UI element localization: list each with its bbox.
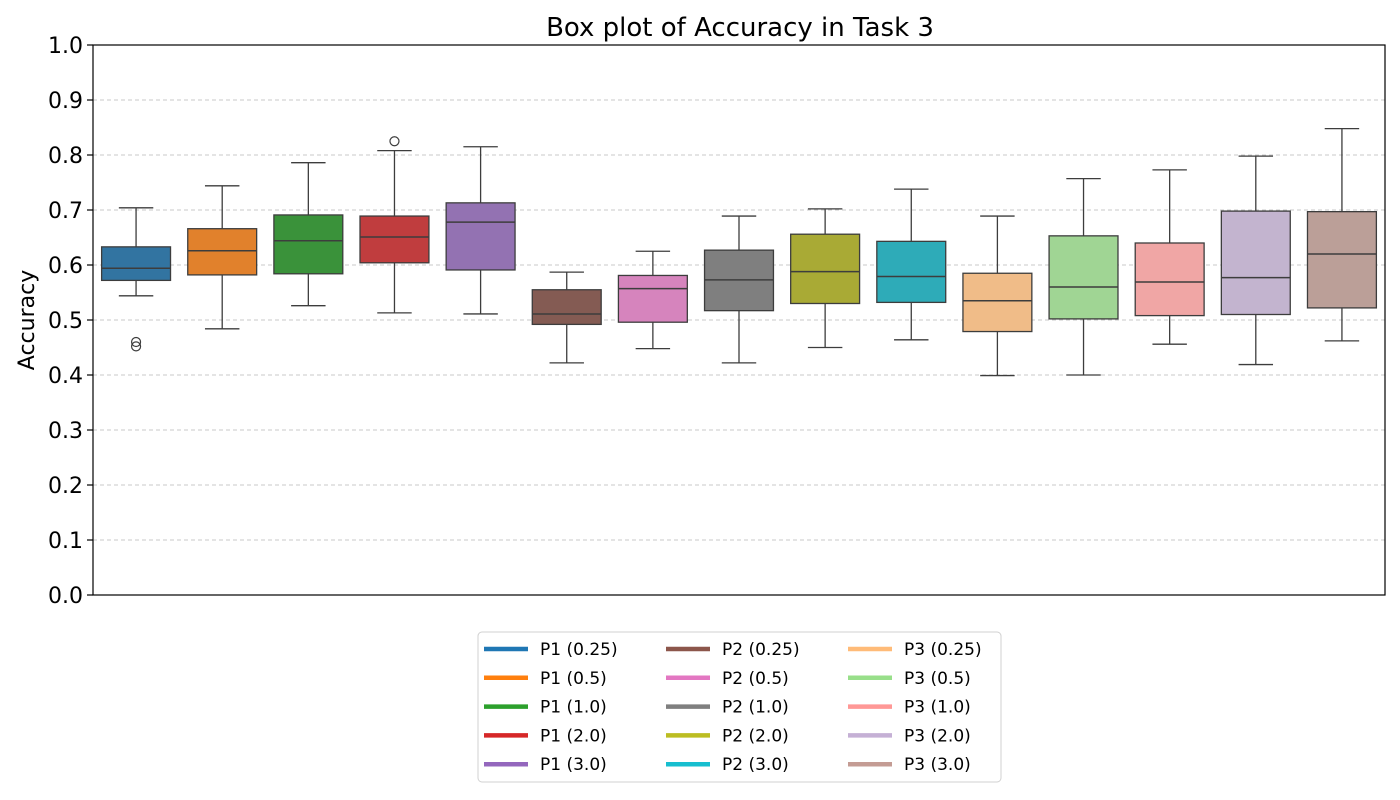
- y-tick-label: 0.4: [48, 364, 83, 389]
- iqr-box: [876, 240, 947, 304]
- legend-item: P2 (0.25): [666, 640, 800, 660]
- legend-item: P2 (0.5): [666, 669, 789, 689]
- box-15: [1306, 127, 1378, 342]
- outlier-point: [389, 136, 400, 147]
- iqr-box: [100, 246, 172, 282]
- legend-item: P2 (2.0): [666, 726, 789, 746]
- legend-label: P1 (0.25): [540, 640, 618, 660]
- box-11: [962, 215, 1033, 377]
- legend-item: P1 (1.0): [484, 698, 607, 718]
- box-3: [273, 162, 344, 307]
- y-tick-label: 1.0: [48, 34, 83, 59]
- legend-item: P1 (0.25): [484, 640, 618, 660]
- box-7: [617, 250, 688, 350]
- iqr-box: [790, 233, 861, 305]
- legend-item: P3 (0.25): [848, 640, 982, 660]
- box-2: [187, 185, 258, 330]
- outlier-point: [130, 336, 142, 348]
- y-tick-label: 0.5: [48, 309, 83, 334]
- legend-item: P1 (2.0): [484, 726, 607, 746]
- y-tick-label: 0.9: [48, 89, 83, 114]
- legend-label: P3 (0.5): [904, 669, 971, 689]
- legend-item: P2 (1.0): [666, 698, 789, 718]
- iqr-box: [1306, 210, 1378, 309]
- legend-label: P3 (0.25): [904, 640, 982, 660]
- y-axis-ticks: 0.0 0.1 0.2 0.3 0.4 0.5 0.6 0.7 0.8 0.9 1.0: [48, 34, 93, 609]
- legend-label: P3 (3.0): [904, 755, 971, 775]
- box-12: [1048, 177, 1119, 376]
- legend-item: P1 (0.5): [484, 669, 607, 689]
- y-tick-label: 0.6: [48, 254, 83, 279]
- y-tick-label: 0.3: [48, 419, 83, 444]
- box-14: [1220, 155, 1291, 366]
- box-6: [531, 271, 602, 364]
- y-tick-label: 0.0: [48, 584, 83, 609]
- box-8: [703, 215, 775, 364]
- iqr-box: [359, 215, 430, 264]
- legend-label: P2 (2.0): [722, 726, 789, 746]
- box-series: [100, 127, 1378, 377]
- iqr-box: [617, 274, 688, 323]
- legend-item: P3 (1.0): [848, 698, 971, 718]
- box-5: [445, 146, 516, 315]
- iqr-box: [273, 214, 344, 275]
- y-tick-label: 0.1: [48, 529, 83, 554]
- legend-item: P2 (3.0): [666, 755, 789, 775]
- y-tick-label: 0.8: [48, 144, 83, 169]
- iqr-box: [962, 272, 1033, 333]
- iqr-box: [187, 228, 258, 276]
- legend-label: P3 (1.0): [904, 698, 971, 718]
- legend-label: P1 (3.0): [540, 755, 607, 775]
- legend-label: P2 (0.25): [722, 640, 800, 660]
- box-1: [100, 207, 172, 352]
- chart-title: Box plot of Accuracy in Task 3: [546, 13, 934, 43]
- y-tick-label: 0.2: [48, 474, 83, 499]
- box-9: [790, 208, 861, 349]
- iqr-box: [1220, 210, 1291, 316]
- iqr-box: [1134, 242, 1205, 317]
- legend-label: P1 (0.5): [540, 669, 607, 689]
- legend-label: P3 (2.0): [904, 726, 971, 746]
- legend-label: P2 (0.5): [722, 669, 789, 689]
- legend-label: P2 (3.0): [722, 755, 789, 775]
- box-13: [1134, 169, 1205, 345]
- iqr-box: [1048, 235, 1119, 320]
- legend-label: P1 (1.0): [540, 698, 607, 718]
- legend-item: P1 (3.0): [484, 755, 607, 775]
- iqr-box: [445, 202, 516, 271]
- legend-item: P3 (0.5): [848, 669, 971, 689]
- legend-item: P3 (3.0): [848, 755, 971, 775]
- legend-label: P2 (1.0): [722, 698, 789, 718]
- box-4: [359, 136, 430, 314]
- box-10: [876, 188, 947, 341]
- iqr-box: [531, 289, 602, 326]
- legend: P1 (0.25) P1 (0.5) P1 (1.0) P1 (2.0) P1 (3.0…: [477, 631, 1002, 783]
- legend-frame: [477, 631, 1002, 783]
- outlier-point: [130, 341, 142, 352]
- y-tick-label: 0.7: [48, 199, 83, 224]
- legend-item: P3 (2.0): [848, 726, 971, 746]
- legend-label: P1 (2.0): [540, 726, 607, 746]
- y-axis-label: Accuracy: [15, 270, 40, 370]
